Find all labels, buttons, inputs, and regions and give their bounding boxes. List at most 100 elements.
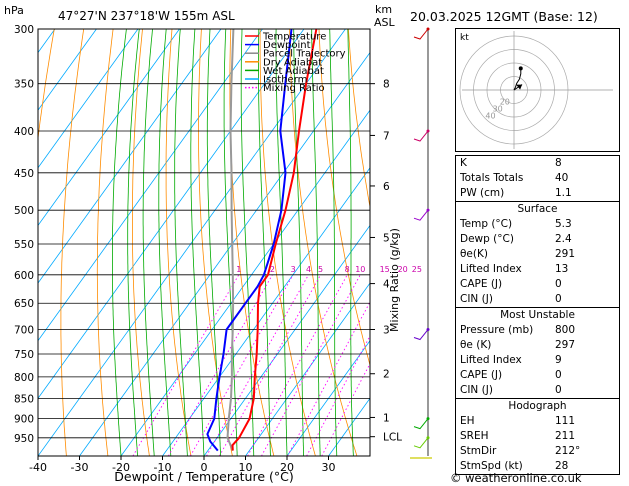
index-row: PW (cm) 1.1 bbox=[456, 186, 619, 201]
asl-unit-label: ASL bbox=[374, 16, 395, 29]
height-tick-label: 4 bbox=[383, 279, 390, 291]
most-unstable-row: Pressure (mb) 800 bbox=[456, 323, 619, 338]
dry-adiabat-line bbox=[407, 29, 455, 456]
hodograph-stat-row: StmDir 212° bbox=[456, 444, 619, 459]
isotherm-line bbox=[286, 340, 370, 456]
surface-label: CAPE (J) bbox=[460, 278, 503, 290]
height-tick-label: 7 bbox=[383, 130, 390, 142]
hodograph-trace bbox=[513, 68, 522, 91]
pressure-tick-label: 950 bbox=[14, 433, 34, 445]
legend-entry: Wet Adiabat bbox=[263, 66, 324, 77]
surface-label: CIN (J) bbox=[460, 293, 493, 305]
surface-value: 13 bbox=[555, 263, 569, 275]
surface-title: Surface bbox=[517, 203, 558, 215]
dry-adiabat-line bbox=[437, 29, 455, 456]
wind-barb bbox=[413, 209, 429, 221]
pressure-tick-label: 550 bbox=[14, 239, 34, 251]
index-value: 40 bbox=[555, 172, 569, 184]
pressure-tick-label: 400 bbox=[14, 126, 34, 138]
isotherm-line bbox=[0, 29, 13, 456]
pressure-tick-label: 350 bbox=[14, 79, 34, 91]
pressure-tick-label: 850 bbox=[14, 393, 34, 405]
mixing-ratio-line bbox=[190, 274, 294, 456]
surface-row: Lifted Index 13 bbox=[456, 262, 619, 277]
index-label: PW (cm) bbox=[460, 187, 505, 199]
x-tick-label: 30 bbox=[322, 461, 336, 474]
surface-label: Lifted Index bbox=[460, 263, 522, 275]
most-unstable-value: 800 bbox=[555, 324, 576, 336]
index-row: Totals Totals 40 bbox=[456, 171, 619, 186]
hodograph-stat-value: 211 bbox=[555, 430, 576, 442]
surface-value: 0 bbox=[555, 293, 562, 305]
legend-entry: Dry Adiabat bbox=[263, 57, 322, 68]
index-value: 1.1 bbox=[555, 187, 572, 199]
mixing-ratio-label: 10 bbox=[355, 265, 365, 274]
legend-entry: Parcel Trajectory bbox=[263, 49, 346, 60]
surface-row: CAPE (J) 0 bbox=[456, 277, 619, 292]
wet-adiabat-line bbox=[240, 29, 255, 456]
mixing-ratio-label: 3 bbox=[291, 265, 296, 274]
x-tick-label: -40 bbox=[29, 461, 47, 474]
x-tick-label: -30 bbox=[71, 461, 89, 474]
hodograph-stat-row: EH 111 bbox=[456, 414, 619, 429]
height-tick-label: LCL bbox=[383, 432, 402, 444]
index-label: K bbox=[460, 157, 467, 169]
most-unstable-value: 297 bbox=[555, 339, 576, 351]
legend-entry: Mixing Ratio bbox=[263, 83, 325, 94]
hodograph-ring-label: 20 bbox=[500, 97, 510, 106]
hodograph-stat-label: StmSpd (kt) bbox=[460, 460, 523, 472]
isotherm-line bbox=[79, 51, 370, 456]
surface-row: Temp (°C) 5.3 bbox=[456, 217, 619, 232]
hodograph-stat-label: StmDir bbox=[460, 445, 497, 457]
surface-value: 291 bbox=[555, 248, 576, 260]
index-label: Totals Totals bbox=[460, 172, 524, 184]
most-unstable-label: CIN (J) bbox=[460, 384, 493, 396]
most-unstable-value: 0 bbox=[555, 384, 562, 396]
hodograph-unit-label: kt bbox=[460, 33, 469, 43]
most-unstable-label: CAPE (J) bbox=[460, 369, 503, 381]
most-unstable-value: 0 bbox=[555, 369, 562, 381]
hodograph-stats-section: Hodograph EH 111 SREH 211 StmDir 212° StmSpd (… bbox=[456, 398, 619, 474]
surface-value: 5.3 bbox=[555, 218, 572, 230]
height-tick-label: 6 bbox=[383, 181, 390, 193]
wet-adiabat-line bbox=[347, 29, 354, 456]
mixing-ratio-line bbox=[168, 274, 273, 456]
x-tick-label: -10 bbox=[154, 461, 172, 474]
indices-table: K 8 Totals Totals 40 PW (cm) 1.1 bbox=[456, 156, 619, 201]
wet-adiabat-line bbox=[112, 29, 127, 456]
mixing-ratio-label: 2 bbox=[270, 265, 275, 274]
hodograph-stat-value: 212° bbox=[555, 445, 581, 457]
wind-barb bbox=[413, 418, 429, 430]
wind-barb bbox=[413, 28, 429, 40]
pressure-tick-label: 600 bbox=[14, 270, 34, 282]
mixing-ratio-label: 25 bbox=[412, 265, 422, 274]
hodograph-stat-value: 111 bbox=[555, 415, 576, 427]
x-tick-label: 20 bbox=[280, 461, 294, 474]
most-unstable-label: Lifted Index bbox=[460, 354, 522, 366]
most-unstable-row: Lifted Index 9 bbox=[456, 353, 619, 368]
pressure-tick-label: 500 bbox=[14, 205, 34, 217]
hodograph-stat-label: EH bbox=[460, 415, 475, 427]
mixing-ratio-axis-title: Mixing Ratio (g/kg) bbox=[388, 228, 401, 332]
mixing-ratio-label: 20 bbox=[398, 265, 408, 274]
hodograph-panel: kt 40 30 20 bbox=[455, 28, 620, 152]
wind-barb bbox=[413, 329, 429, 341]
storm-motion-arrowhead bbox=[516, 84, 523, 90]
pressure-tick-label: 300 bbox=[14, 24, 34, 36]
isotherm-line bbox=[162, 167, 370, 456]
isotherm-line bbox=[203, 224, 370, 456]
hodograph-stat-row: StmSpd (kt) 28 bbox=[456, 459, 619, 474]
mixing-ratio-label: 1 bbox=[236, 265, 241, 274]
isotherm-line bbox=[245, 282, 370, 456]
x-tick-label: 0 bbox=[201, 461, 208, 474]
index-value: 8 bbox=[555, 157, 562, 169]
dry-adiabat-line bbox=[60, 29, 85, 456]
pressure-tick-label: 900 bbox=[14, 414, 34, 426]
wet-adiabat-line bbox=[174, 29, 188, 456]
legend-entry: Isotherm bbox=[263, 75, 307, 86]
location-label: 47°27'N 237°18'W 155m ASL bbox=[58, 9, 235, 23]
height-tick-label: 8 bbox=[383, 79, 390, 91]
hodograph-stat-value: 28 bbox=[555, 460, 569, 472]
x-axis-title: Dewpoint / Temperature (°C) bbox=[114, 469, 293, 484]
mixing-ratio-label: 15 bbox=[380, 265, 390, 274]
